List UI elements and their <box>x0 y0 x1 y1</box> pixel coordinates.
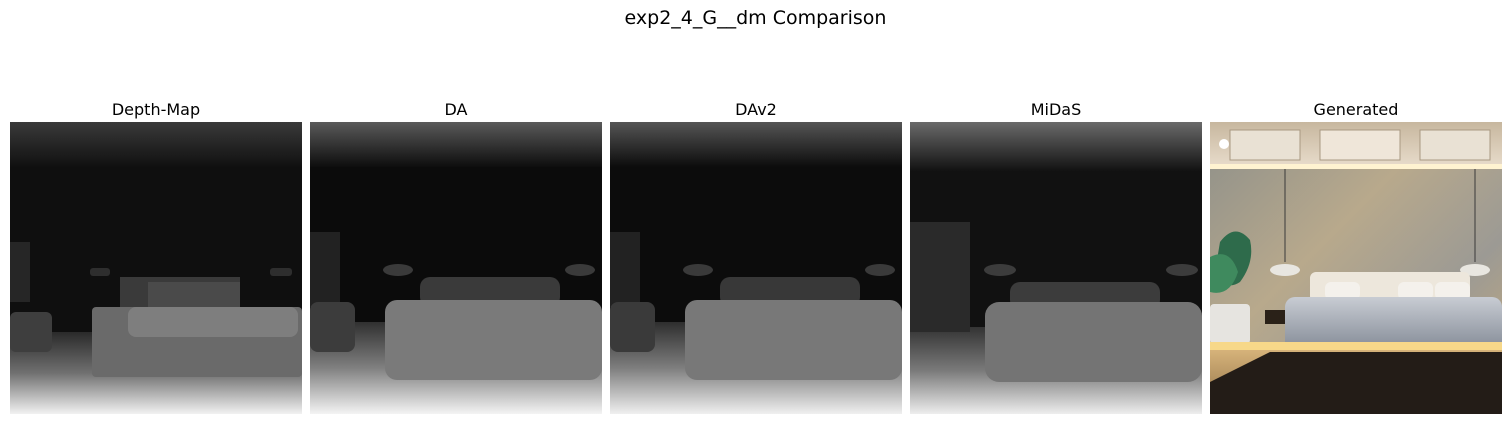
midas-depth-image <box>910 122 1202 414</box>
panel-title: DAv2 <box>735 100 777 119</box>
dav2-depth-image <box>610 122 902 414</box>
figure-title: exp2_4_G__dm Comparison <box>624 7 887 29</box>
panel-title: MiDaS <box>1030 100 1082 119</box>
panel-dav2: DAv2 <box>610 98 902 414</box>
panel-generated: Generated <box>1210 98 1502 414</box>
da-depth-image <box>310 122 602 414</box>
panel-midas: MiDaS <box>910 98 1202 414</box>
panel-depth-map: Depth-Map <box>10 98 302 414</box>
panel-da: DA <box>310 98 602 414</box>
panel-title: DA <box>444 100 468 119</box>
depth-map-image <box>10 122 302 414</box>
panel-title: Depth-Map <box>111 100 201 119</box>
generated-bedroom-image <box>1210 122 1502 414</box>
panel-title: Generated <box>1313 100 1399 119</box>
